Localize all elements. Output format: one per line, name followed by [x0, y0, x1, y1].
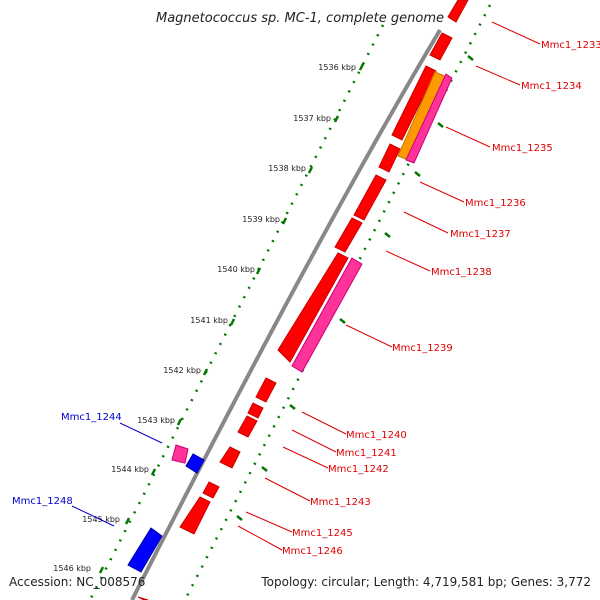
- kbp-tick: [124, 517, 131, 525]
- leader-1235: [445, 126, 491, 148]
- gene-mmc1-1243[interactable]: [219, 446, 241, 469]
- kbp-label: 1546 kbp: [53, 564, 91, 573]
- gene-label[interactable]: Mmc1_1235: [492, 143, 553, 154]
- kbp-label: 1543 kbp: [137, 416, 175, 425]
- gene-label[interactable]: Mmc1_1238: [431, 267, 492, 278]
- gene-mmc1-1236[interactable]: [353, 174, 387, 221]
- leader-1246: [237, 525, 283, 551]
- leader-1237: [403, 211, 449, 234]
- gene-mmc1-1246[interactable]: [179, 496, 211, 535]
- gene-label[interactable]: Mmc1_1245: [292, 528, 353, 539]
- outer-tick: [289, 404, 296, 410]
- kbp-tick: [98, 566, 105, 574]
- kbp-tick: [202, 368, 209, 376]
- leader-1234: [475, 65, 521, 86]
- leader-1243: [264, 477, 311, 502]
- forward-genes: [137, 0, 469, 600]
- kbp-label: 1541 kbp: [190, 316, 228, 325]
- kbp-tick: [150, 468, 157, 476]
- gene-mmc1-1234[interactable]: [391, 65, 437, 141]
- feature-pink-1239[interactable]: [291, 257, 363, 373]
- gene-mmc1-1237[interactable]: [334, 217, 363, 253]
- leader-1241: [291, 429, 337, 453]
- gene-mmc1-1248[interactable]: [127, 527, 163, 573]
- gene-label[interactable]: Mmc1_1241: [336, 448, 397, 459]
- kbp-labels: 1536 kbp 1537 kbp 1538 kbp 1539 kbp 1540…: [53, 63, 356, 573]
- kbp-tick: [358, 63, 365, 71]
- kbp-label: 1539 kbp: [242, 215, 280, 224]
- feature-pink-1234[interactable]: [405, 73, 453, 164]
- gene-label[interactable]: Mmc1_1243: [310, 497, 371, 508]
- kbp-label: 1544 kbp: [111, 465, 149, 474]
- leader-1244: [119, 422, 163, 444]
- gene-mmc1-1233b[interactable]: [429, 32, 453, 61]
- kbp-label: 1540 kbp: [217, 265, 255, 274]
- leader-1236: [419, 181, 465, 203]
- gene-mmc1-1245[interactable]: [202, 481, 220, 499]
- gene-label[interactable]: Mmc1_1233: [541, 40, 600, 51]
- kbp-label: 1536 kbp: [318, 63, 356, 72]
- kbp-label: 1537 kbp: [293, 114, 331, 123]
- outer-tick-ring: [183, 4, 492, 600]
- kbp-label: 1542 kbp: [163, 366, 201, 375]
- kbp-tick: [176, 418, 183, 426]
- outer-tick: [414, 171, 421, 177]
- gene-label[interactable]: Mmc1_1239: [392, 343, 453, 354]
- outer-ring-ticks: [236, 55, 474, 521]
- leader-1248: [71, 505, 115, 527]
- gene-mmc1-1238[interactable]: [277, 252, 349, 363]
- label-leaders: [237, 21, 541, 551]
- leader-1245: [245, 511, 293, 533]
- leader-1238: [385, 250, 431, 272]
- inner-tick-ring: [88, 24, 385, 600]
- leader-1242: [282, 446, 329, 469]
- outer-tick: [236, 515, 243, 521]
- outer-tick: [339, 318, 346, 324]
- outer-tick: [437, 122, 444, 128]
- gene-mmc1-1233[interactable]: [447, 0, 469, 23]
- kbp-tick: [281, 217, 288, 225]
- kbp-tick: [255, 267, 262, 275]
- gene-label[interactable]: Mmc1_1234: [521, 81, 582, 92]
- outer-tick: [261, 466, 268, 472]
- gene-mmc1-1242[interactable]: [237, 415, 258, 438]
- gene-label[interactable]: Mmc1_1248: [12, 496, 73, 507]
- accession-text: Accession: NC_008576: [9, 575, 146, 589]
- gene-label[interactable]: Mmc1_1242: [328, 464, 389, 475]
- label-leaders-left: [71, 422, 163, 527]
- gene-label[interactable]: Mmc1_1244: [61, 412, 122, 423]
- gene-label[interactable]: Mmc1_1236: [465, 198, 526, 209]
- topology-text: Topology: circular; Length: 4,719,581 bp…: [261, 575, 591, 589]
- gene-mmc1-1241[interactable]: [247, 402, 264, 419]
- kbp-tick: [333, 115, 340, 123]
- outer-tick: [467, 55, 474, 61]
- kbp-tick: [229, 318, 236, 326]
- kbp-label: 1538 kbp: [268, 164, 306, 173]
- leader-1240: [301, 411, 347, 435]
- gene-label[interactable]: Mmc1_1237: [450, 229, 511, 240]
- gene-mmc1-1244-pink[interactable]: [171, 444, 189, 464]
- outer-tick: [384, 232, 391, 238]
- gene-mmc1-1235[interactable]: [378, 143, 401, 173]
- kbp-tick: [307, 166, 314, 174]
- gene-mmc1-1244[interactable]: [185, 453, 205, 474]
- kbp-tick-marks: [98, 63, 365, 574]
- gene-mmc1-1246b[interactable]: [137, 596, 149, 600]
- genome-backbone: [130, 28, 442, 600]
- leader-1239: [345, 324, 393, 348]
- gene-mmc1-1240[interactable]: [255, 377, 277, 403]
- gene-label[interactable]: Mmc1_1246: [282, 546, 343, 557]
- map-title: Magnetococcus sp. MC-1, complete genome: [156, 11, 444, 26]
- leader-1233: [491, 21, 541, 45]
- gene-label[interactable]: Mmc1_1240: [346, 430, 407, 441]
- gene-labels: Mmc1_1233 Mmc1_1234 Mmc1_1235 Mmc1_1236 …: [12, 40, 600, 557]
